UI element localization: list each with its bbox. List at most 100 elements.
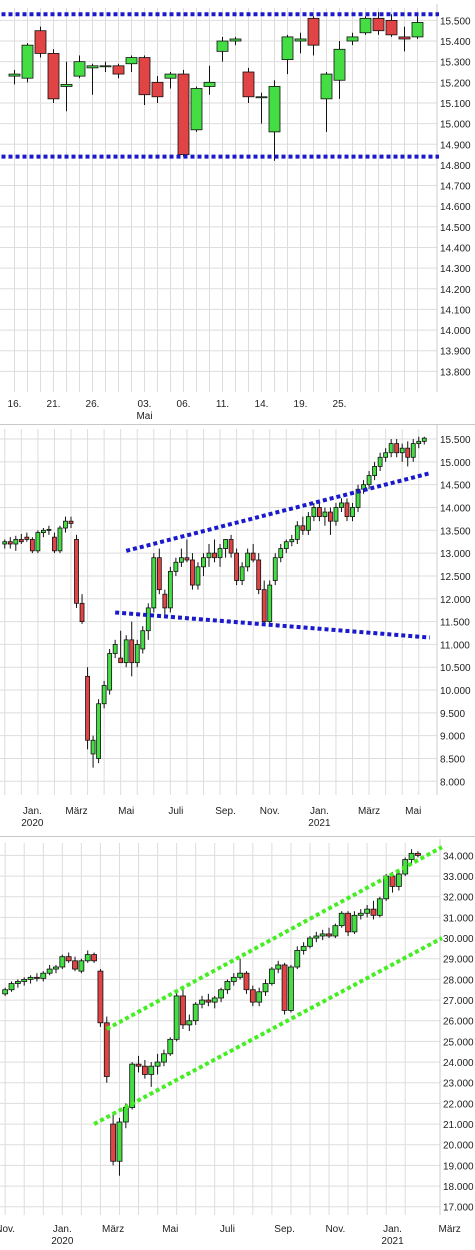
candle-body-up [195, 566, 201, 586]
candle-body-up [311, 507, 317, 518]
x-tick-label: Jan. [383, 1224, 402, 1235]
candle [294, 521, 300, 545]
x-tick-label: 25. [333, 399, 347, 410]
candle-body-up [218, 989, 224, 999]
candle [53, 964, 59, 974]
candle-body-down [307, 17, 320, 46]
x-tick-label: März [439, 1224, 461, 1235]
candle [167, 1037, 174, 1056]
candle [255, 92, 268, 124]
candle [237, 958, 244, 980]
x-tick-label: 06. [177, 399, 191, 410]
candle [52, 532, 57, 554]
candle-body-up [350, 507, 355, 518]
candle [405, 441, 411, 467]
x-tick-label: 16. [8, 399, 22, 410]
x-tick-label: Juli [168, 806, 183, 817]
candle [268, 967, 275, 986]
candle-body-up [268, 86, 281, 133]
candle [84, 950, 91, 963]
candle [8, 981, 15, 992]
candle [350, 502, 355, 522]
y-tick-label: 14.500 [440, 223, 471, 234]
candle [339, 498, 344, 513]
candle-body-up [167, 570, 173, 609]
candle [29, 537, 35, 554]
candle-body-up [122, 1107, 129, 1123]
panel-divider [0, 836, 475, 837]
green-trend-line [105, 845, 443, 1031]
candle [41, 528, 46, 538]
candle-body-up [278, 548, 284, 559]
candle [60, 61, 73, 112]
candle [326, 927, 332, 939]
candle [359, 16, 372, 35]
candle-body-up [13, 539, 19, 545]
candle [322, 507, 328, 526]
candle [27, 975, 34, 984]
x-tick-label: 03. [138, 399, 152, 410]
candle [415, 851, 421, 858]
y-tick-label: 10.500 [440, 663, 471, 674]
candle-body-down [97, 970, 104, 1024]
candle [2, 987, 9, 996]
candle-body-up [300, 945, 307, 951]
y-tick-label: 15.000 [440, 120, 471, 131]
candle-body-down [344, 502, 350, 518]
candle [91, 952, 97, 963]
candle [256, 553, 262, 595]
candle-body-up [73, 61, 86, 77]
candle [110, 1113, 117, 1166]
candle [281, 962, 288, 1015]
candle [2, 539, 8, 549]
y-tick-label: 14.600 [440, 202, 471, 213]
chart-panel-2: 15.500 15.000 14.500 14.000 13.500 13.000 12.5… [0, 425, 475, 837]
candle-body-up [8, 73, 21, 77]
candle [35, 530, 41, 554]
candle-body-up [376, 898, 383, 916]
candle-body-down [68, 520, 74, 524]
candle-body-down [118, 657, 124, 664]
candle-body-down [328, 511, 333, 522]
candle-body-down [162, 593, 168, 609]
y-tick-label: 15.400 [440, 37, 471, 48]
candle-body-up [411, 22, 424, 38]
candle [410, 439, 416, 462]
candle-body-up [223, 539, 228, 549]
candle [118, 630, 124, 664]
chart-panel-1: 15.500 15.400 15.300 15.200 15.100 15.000 14.9… [0, 0, 475, 425]
candle-body-up [53, 966, 59, 970]
x-tick-label: 14. [255, 399, 269, 410]
candle [228, 534, 234, 558]
candle [178, 548, 184, 567]
y-tick-label: 15.300 [440, 58, 471, 69]
candle-body-down [205, 999, 212, 1003]
x-tick-label: Mai [118, 806, 134, 817]
y-tick-label: 11.000 [440, 640, 470, 651]
candle-body-up [388, 443, 394, 454]
x-tick-sublabel: 2021 [308, 818, 331, 829]
candle-body-down [180, 995, 186, 1026]
candle-body-down [24, 536, 30, 540]
candle-body-down [281, 964, 288, 1011]
candle-body-up [333, 48, 346, 81]
y-tick-label: 31.000 [443, 913, 474, 924]
candle [199, 995, 205, 1009]
candle [316, 502, 322, 522]
candle-body-up [41, 529, 46, 533]
candle [63, 516, 68, 533]
candle [351, 911, 358, 934]
y-tick-label: 15.200 [440, 78, 471, 89]
candle-body-up [333, 507, 339, 522]
candle-body-up [245, 552, 251, 568]
candle-body-up [294, 525, 300, 540]
candle [281, 34, 294, 75]
candle [135, 1055, 142, 1073]
candle [151, 76, 164, 103]
candle-body-up [351, 914, 358, 933]
candle [399, 443, 405, 462]
candle-body-up [78, 960, 85, 972]
candle [234, 548, 240, 586]
candle-body-up [399, 447, 405, 454]
candle-body-down [261, 589, 267, 622]
